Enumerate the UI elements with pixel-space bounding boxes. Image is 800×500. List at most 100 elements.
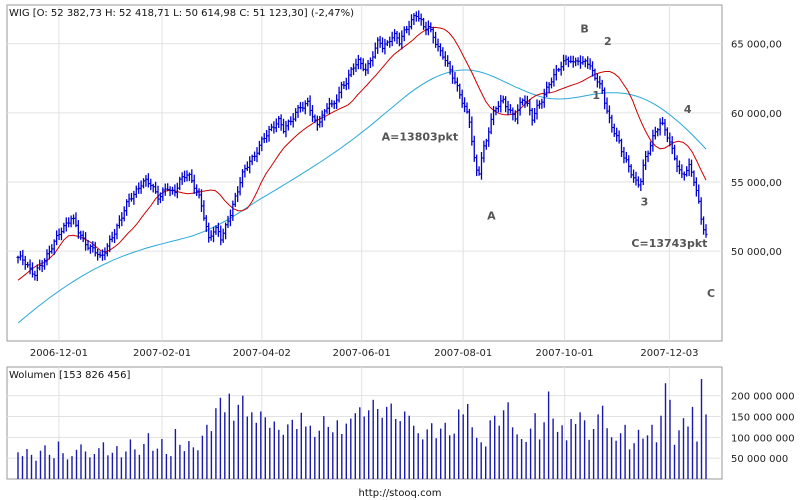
price-tick-label: 65 000,00 (731, 40, 782, 51)
price-axis-tick-labels: 50 000,00 55 000,00 60 000,00 65 000,00 (731, 40, 782, 258)
volume-bar (296, 429, 298, 479)
volume-bar (98, 448, 100, 479)
volume-bar (529, 428, 532, 479)
volume-tick-label: 100 000 000 (731, 433, 795, 444)
volume-bar (413, 425, 415, 479)
volume-bar (134, 449, 136, 479)
volume-bar (547, 391, 550, 479)
volume-bar (462, 414, 464, 479)
date-tick-label: 2007-04-02 (233, 348, 291, 359)
volume-bar (660, 415, 662, 479)
volume-bar (278, 429, 280, 479)
volume-bar (84, 451, 87, 479)
volume-bar (309, 425, 311, 479)
wave-label: 4 (684, 103, 692, 116)
price-panel: 50 000,00 55 000,00 60 000,00 65 000,00 A=1… (6, 4, 782, 342)
volume-bar (633, 443, 635, 479)
wave-annotations: A=13803pkt A B 2 1 3 4 C=13743pkt C (382, 23, 715, 300)
volume-bar (619, 433, 622, 479)
date-tick-label: 2007-06-01 (333, 348, 391, 359)
volume-bar (570, 419, 572, 479)
volume-bar (57, 441, 60, 479)
volume-bar (188, 441, 190, 479)
volume-bar (502, 410, 505, 480)
volume-bar (21, 456, 24, 479)
volume-bar (552, 418, 554, 479)
volume-bar (426, 429, 428, 479)
volume-bar (183, 451, 186, 479)
volume-header: Wolumen [153 826 456] (9, 370, 130, 381)
volume-tick-label: 200 000 000 (731, 392, 795, 403)
volume-bar (260, 411, 262, 479)
volume-bar (368, 410, 370, 480)
volume-bar (615, 440, 617, 479)
volume-bar (705, 414, 707, 479)
volume-bar (440, 428, 442, 479)
volume-bar (453, 433, 455, 479)
volume-bar (538, 439, 541, 479)
volume-bar (201, 435, 204, 479)
volume-bar (664, 383, 667, 479)
volume-bar (543, 422, 545, 479)
volume-bar (287, 424, 289, 479)
volume-bar (341, 434, 343, 479)
volume-bar (318, 430, 320, 479)
volume-bar (507, 402, 509, 479)
wave-label: B (580, 23, 588, 36)
date-tick-label: 2007-12-03 (640, 348, 698, 359)
volume-bar (120, 457, 123, 479)
volume-bar (255, 422, 257, 480)
volume-bar (129, 439, 132, 479)
date-tick-label: 2007-10-01 (536, 348, 594, 359)
volume-bar (588, 439, 590, 479)
volume-bar (511, 427, 514, 479)
volume-bar (444, 422, 446, 480)
volume-bar (579, 412, 581, 479)
volume-bar (673, 444, 676, 479)
volume-bar (228, 393, 230, 479)
volume-bar (467, 404, 469, 479)
volume-bar (628, 449, 631, 479)
volume-bar (116, 446, 118, 479)
volume-bar (206, 424, 208, 479)
volume-tick-label: 150 000 000 (731, 413, 795, 424)
time-gridlines (58, 5, 670, 341)
volume-bar (179, 444, 181, 479)
volume-bar (435, 438, 437, 479)
volume-bar (404, 411, 406, 479)
volume-bar (678, 430, 680, 480)
volume-bar (431, 423, 433, 479)
volume-bar (408, 415, 410, 479)
volume-bar (48, 454, 51, 479)
volume-bar (498, 425, 500, 479)
volume-bar (651, 424, 653, 479)
volume-bar (687, 426, 689, 479)
wave-label: 2 (604, 35, 612, 48)
wave-label: A=13803pkt (382, 131, 458, 144)
price-plot-area (6, 4, 723, 342)
volume-bar (646, 435, 649, 480)
volume-bar (583, 420, 586, 480)
volume-bar (242, 395, 244, 479)
volume-bar (516, 434, 518, 479)
volume-bar (682, 418, 685, 479)
wave-label: A (487, 209, 496, 222)
volume-bar (525, 441, 527, 479)
volume-bar (381, 417, 383, 480)
volume-bar (111, 452, 114, 480)
volume-bar (624, 424, 626, 479)
volume-bar (35, 460, 37, 479)
volume-bar (480, 442, 482, 479)
volume-bar (44, 445, 46, 480)
price-bar (704, 224, 708, 238)
volume-bar (102, 442, 105, 479)
volume-bar (363, 416, 365, 479)
volume-bar (327, 426, 329, 479)
volume-bar (53, 458, 55, 479)
volume-bar (399, 421, 401, 479)
volume-bar (264, 417, 266, 479)
volume-bar (494, 415, 496, 479)
volume-bar (147, 433, 150, 479)
price-tick-label: 60 000,00 (731, 109, 782, 120)
